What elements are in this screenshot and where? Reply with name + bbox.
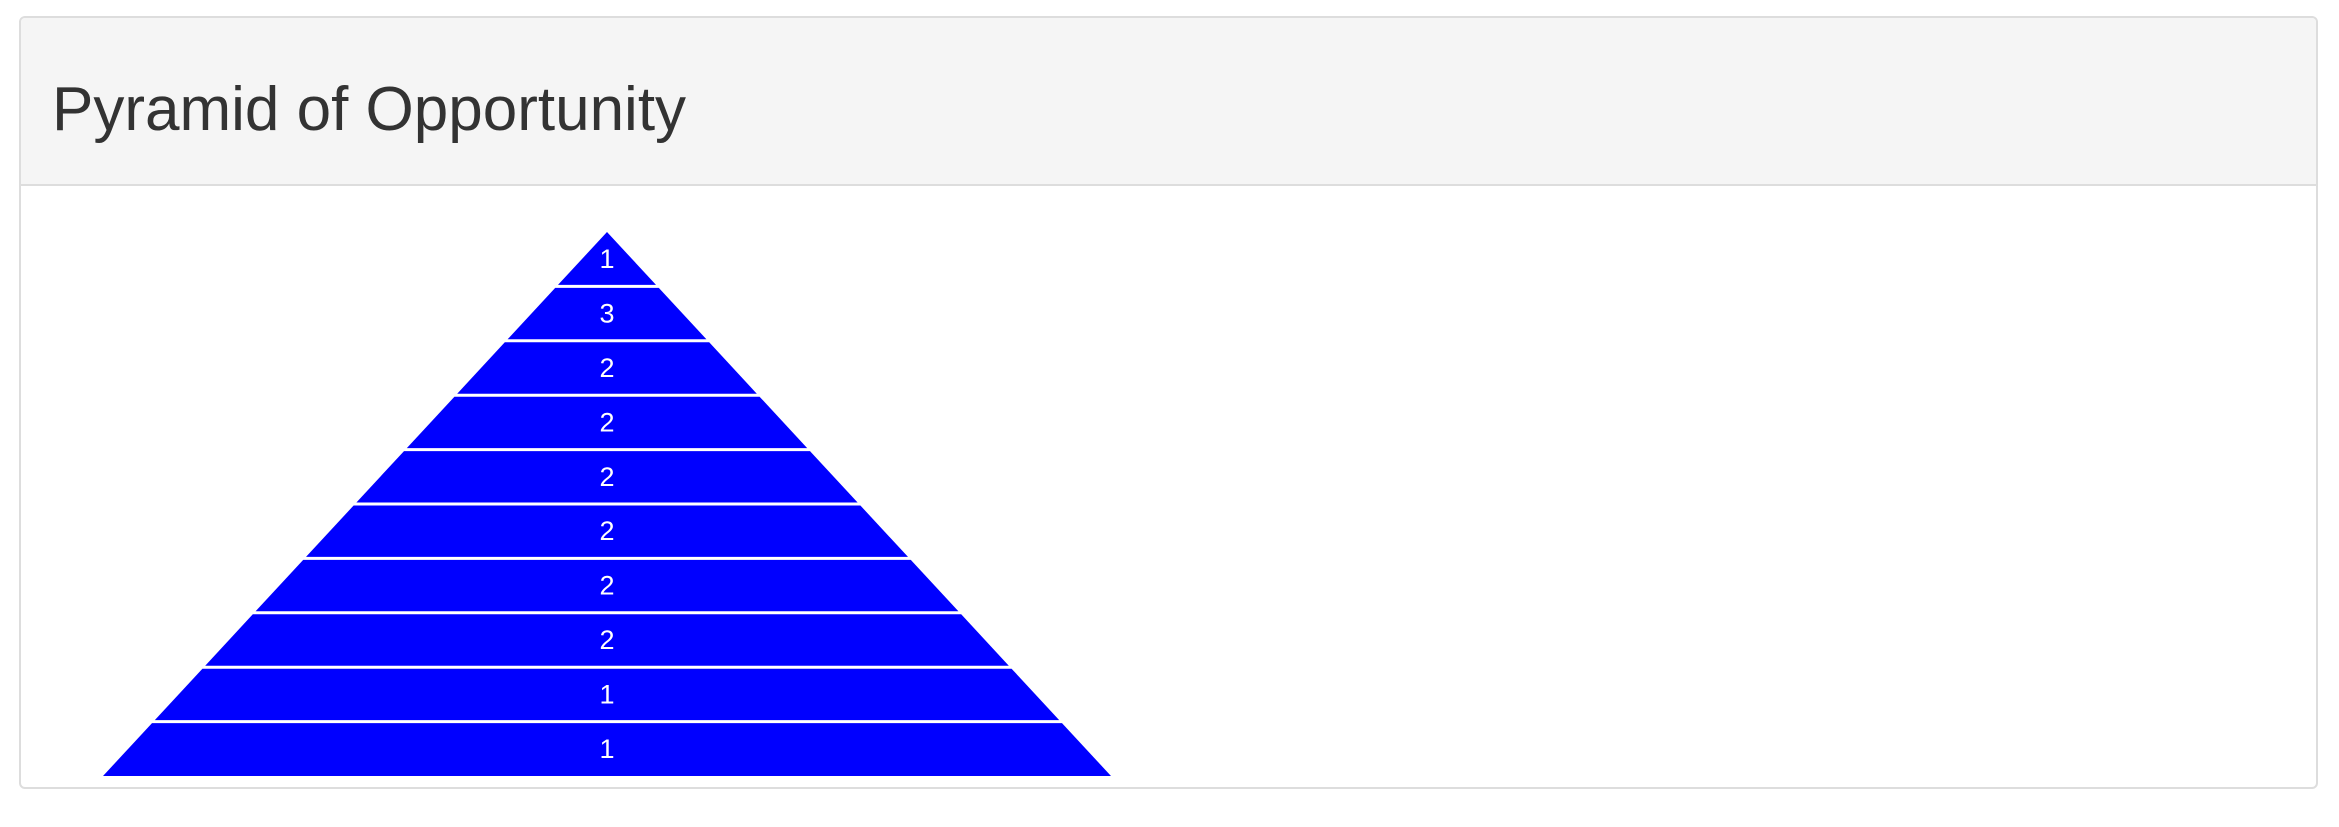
pyramid-level-1 xyxy=(557,232,657,285)
pyramid-level-5-label: 2 xyxy=(599,462,614,492)
pyramid-level-10-label: 1 xyxy=(599,734,614,764)
pyramid-level-8 xyxy=(205,614,1009,666)
panel-body: 1 3 2 2 2 2 2 2 1 1 xyxy=(21,186,2316,787)
pyramid-level-2 xyxy=(507,287,707,340)
pyramid-chart: 1 3 2 2 2 2 2 2 1 1 xyxy=(103,232,1111,776)
pyramid-level-7 xyxy=(255,559,959,612)
pyramid-level-2-label: 3 xyxy=(599,299,614,329)
pyramid-level-4 xyxy=(406,396,808,449)
pyramid-level-3 xyxy=(457,342,757,394)
pyramid-level-4-label: 2 xyxy=(599,407,614,437)
pyramid-level-6-label: 2 xyxy=(599,516,614,546)
pyramid-level-5 xyxy=(356,451,858,503)
pyramid-level-3-label: 2 xyxy=(599,353,614,383)
pyramid-level-10 xyxy=(103,723,1111,776)
panel-title: Pyramid of Opportunity xyxy=(52,75,687,144)
pyramid-level-9 xyxy=(154,668,1060,721)
panel-heading: Pyramid of Opportunity xyxy=(21,18,2316,186)
pyramid-level-9-label: 1 xyxy=(599,679,614,709)
pyramid-level-7-label: 2 xyxy=(599,571,614,601)
pyramid-level-1-label: 1 xyxy=(599,244,614,274)
pyramid-panel: Pyramid of Opportunity 1 3 2 2 2 2 2 2 1 1 xyxy=(19,16,2318,789)
pyramid-level-6 xyxy=(305,505,909,557)
pyramid-level-8-label: 2 xyxy=(599,625,614,655)
